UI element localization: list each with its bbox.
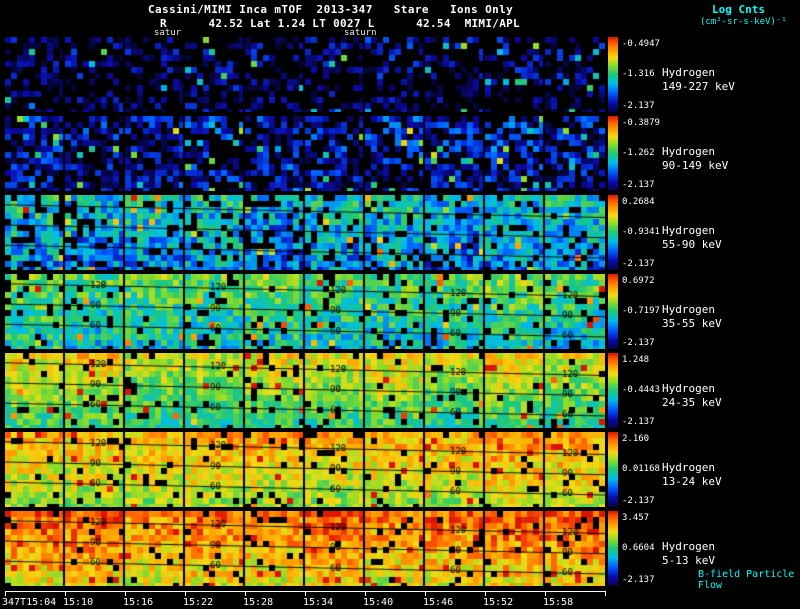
colorbar-mid-label: -0.7197 xyxy=(622,306,660,316)
colorbar-max-label: 0.6972 xyxy=(622,276,655,286)
time-tick-label: 15:34 xyxy=(303,597,334,608)
time-axis: 347T15:04 15:10 15:16 15:22 15:28 15:34 … xyxy=(0,591,800,609)
species-label: Hydrogen xyxy=(662,224,715,237)
colorbar-min-label: -2.137 xyxy=(622,101,655,111)
colorbar xyxy=(608,37,618,112)
page-title: Cassini/MIMI Inca mTOF 2013-347 Stare Io… xyxy=(148,3,514,16)
bfield-particle-flow-label: B-field Particle Flow xyxy=(698,569,795,591)
colorbar-mid-label: -1.262 xyxy=(622,148,655,158)
colorbar xyxy=(608,116,618,191)
time-tick-label: 15:40 xyxy=(363,597,394,608)
colorbar-max-label: -0.4947 xyxy=(622,39,660,49)
energy-range-label: 13-24 keV xyxy=(662,475,722,488)
colorbar-mid-label: -0.4443 xyxy=(622,385,660,395)
colorbar xyxy=(608,432,618,507)
energy-range-label: 35-55 keV xyxy=(662,317,722,330)
time-axis-line xyxy=(5,591,606,592)
energy-range-label: 5-13 keV xyxy=(662,554,715,567)
spectrogram-canvas xyxy=(5,432,605,507)
species-label: Hydrogen xyxy=(662,382,715,395)
species-label: Hydrogen xyxy=(662,145,715,158)
spectrogram-canvas xyxy=(5,37,605,112)
time-tick-label: 15:46 xyxy=(423,597,454,608)
species-label: Hydrogen xyxy=(662,66,715,79)
spectrogram-canvas xyxy=(5,195,605,270)
species-label: Hydrogen xyxy=(662,540,715,553)
saturn-marker-right: saturn xyxy=(344,28,377,38)
ephemeris-line: R 42.52 Lat 1.24 LT 0027 L 42.54 MIMI/AP… xyxy=(160,17,520,30)
colorbar xyxy=(608,274,618,349)
energy-range-label: 24-35 keV xyxy=(662,396,722,409)
time-tick-label: 347T15:04 xyxy=(2,597,57,608)
colorbar-min-label: -2.137 xyxy=(622,417,655,427)
spectrogram-row: 1.248 -0.4443 -2.137 Hydrogen 24-35 keV xyxy=(0,353,800,428)
spectrogram-canvas xyxy=(5,116,605,191)
time-tick-label: 15:58 xyxy=(543,597,574,608)
colorbar-max-label: -0.3879 xyxy=(622,118,660,128)
time-tick-label: 15:52 xyxy=(483,597,514,608)
spectrogram-row: 0.2684 -0.9341 -2.137 Hydrogen 55-90 keV xyxy=(0,195,800,270)
colorbar-max-label: 0.2684 xyxy=(622,197,655,207)
saturn-marker-left: satur xyxy=(154,28,182,38)
colorbar-min-label: -2.137 xyxy=(622,180,655,190)
colorbar-min-label: -2.137 xyxy=(622,496,655,506)
colorbar-min-label: -2.137 xyxy=(622,338,655,348)
colorbar-mid-label: 0.6604 xyxy=(622,543,655,553)
colorbar-max-label: 2.160 xyxy=(622,434,650,444)
time-tick-label: 15:10 xyxy=(63,597,94,608)
spectrogram-canvas xyxy=(5,511,605,586)
time-axis-ticks xyxy=(5,592,606,596)
colorbar-max-label: 3.457 xyxy=(622,513,650,523)
spectrogram-row: 2.160 0.01168 -2.137 Hydrogen 13-24 keV xyxy=(0,432,800,507)
energy-range-label: 90-149 keV xyxy=(662,159,729,172)
spectrogram-row: 0.6972 -0.7197 -2.137 Hydrogen 35-55 keV xyxy=(0,274,800,349)
spectrogram-row: -0.4947 -1.316 -2.137 Hydrogen 149-227 k… xyxy=(0,37,800,112)
spectrogram-row: -0.3879 -1.262 -2.137 Hydrogen 90-149 ke… xyxy=(0,116,800,191)
colorbar xyxy=(608,195,618,270)
colorbar-mid-label: 0.01168 xyxy=(622,464,660,474)
colorbar-mid-label: -0.9341 xyxy=(622,227,660,237)
colorbar-mid-label: -1.316 xyxy=(622,69,655,79)
colorbar-units-subtitle: (cm²-sr-s-keV)⁻¹ xyxy=(700,17,787,27)
species-label: Hydrogen xyxy=(662,303,715,316)
energy-range-label: 149-227 keV xyxy=(662,80,735,93)
time-tick-label: 15:16 xyxy=(123,597,154,608)
colorbar xyxy=(608,353,618,428)
spectrogram-canvas xyxy=(5,274,605,349)
spectrogram-row: 3.457 0.6604 -2.137 Hydrogen 5-13 keV xyxy=(0,511,800,586)
colorbar-units-title: Log Cnts xyxy=(712,3,765,16)
colorbar-min-label: -2.137 xyxy=(622,259,655,269)
colorbar-min-label: -2.137 xyxy=(622,575,655,585)
time-tick-label: 15:22 xyxy=(183,597,214,608)
colorbar xyxy=(608,511,618,586)
species-label: Hydrogen xyxy=(662,461,715,474)
energy-range-label: 55-90 keV xyxy=(662,238,722,251)
spectrogram-canvas xyxy=(5,353,605,428)
colorbar-max-label: 1.248 xyxy=(622,355,650,365)
time-tick-label: 15:28 xyxy=(243,597,274,608)
